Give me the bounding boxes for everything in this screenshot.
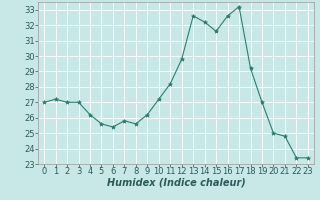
- X-axis label: Humidex (Indice chaleur): Humidex (Indice chaleur): [107, 178, 245, 188]
